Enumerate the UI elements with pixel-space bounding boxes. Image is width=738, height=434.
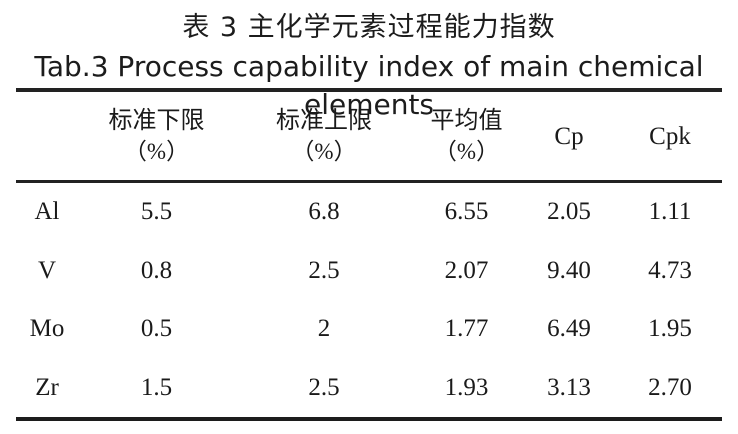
mean-cell: 1.93 — [444, 373, 489, 401]
table-row-zr: Zr 1.5 2.5 1.93 3.13 2.70 — [16, 359, 722, 418]
table-row-mo: Mo 0.5 2 1.77 6.49 1.95 — [16, 300, 722, 359]
upper-limit-cell: 6.8 — [308, 198, 340, 226]
table-title-chinese: 表 3 主化学元素过程能力指数 — [182, 12, 556, 43]
column-header-cpk: Cpk — [649, 122, 691, 150]
unit-percent: （%） — [433, 138, 500, 164]
cp-cell: 2.05 — [547, 198, 591, 226]
lower-limit-cell: 0.5 — [140, 315, 173, 343]
column-header-upper-limit: 标准上限 （%） — [235, 92, 413, 180]
column-header-element — [16, 92, 78, 180]
lower-limit-cell: 1.5 — [140, 373, 173, 401]
cpk-cell: 1.95 — [648, 315, 692, 343]
mean-cell: 6.55 — [444, 198, 489, 226]
element-cell: Mo — [29, 315, 65, 343]
unit-percent: （%） — [123, 138, 190, 164]
table-row-v: V 0.8 2.5 2.07 9.40 4.73 — [16, 242, 722, 301]
column-header-cp: Cp — [554, 122, 584, 150]
mean-cell: 2.07 — [444, 256, 489, 284]
cpk-cell: 1.11 — [648, 198, 692, 226]
element-cell: Zr — [35, 373, 59, 401]
cpk-cell: 4.73 — [648, 256, 692, 284]
upper-limit-cell: 2.5 — [308, 373, 340, 401]
cp-cell: 3.13 — [547, 373, 591, 401]
lower-limit-cell: 0.8 — [140, 256, 173, 284]
upper-limit-cell: 2.5 — [308, 256, 340, 284]
cpk-cell: 2.70 — [648, 373, 692, 401]
column-header-lower-limit: 标准下限 （%） — [78, 92, 235, 180]
cp-cell: 9.40 — [547, 256, 591, 284]
upper-limit-cell: 2 — [317, 315, 331, 343]
cp-cell: 6.49 — [547, 315, 591, 343]
element-cell: Al — [34, 198, 60, 226]
table-top-rule — [16, 88, 722, 92]
mean-cell: 1.77 — [444, 315, 489, 343]
table-bottom-rule — [16, 417, 722, 421]
data-table: 标准下限 （%） 标准上限 （%） 平均值 （%） Cp Cpk Al 5.5 — [16, 88, 722, 421]
table-caption: 表 3 主化学元素过程能力指数 Tab.3 Process capability… — [0, 0, 738, 124]
table-header-rule — [16, 180, 722, 183]
unit-percent: （%） — [291, 138, 357, 164]
table-body: Al 5.5 6.8 6.55 2.05 1.11 V 0.8 2.5 2.07… — [16, 183, 722, 417]
column-header-mean: 平均值 （%） — [413, 92, 520, 180]
table-header-row: 标准下限 （%） 标准上限 （%） 平均值 （%） Cp Cpk — [16, 92, 722, 180]
element-cell: V — [37, 256, 57, 284]
lower-limit-cell: 5.5 — [140, 198, 173, 226]
table-row-al: Al 5.5 6.8 6.55 2.05 1.11 — [16, 183, 722, 242]
table-title-english: Tab.3 Process capability index of main c… — [34, 50, 704, 121]
